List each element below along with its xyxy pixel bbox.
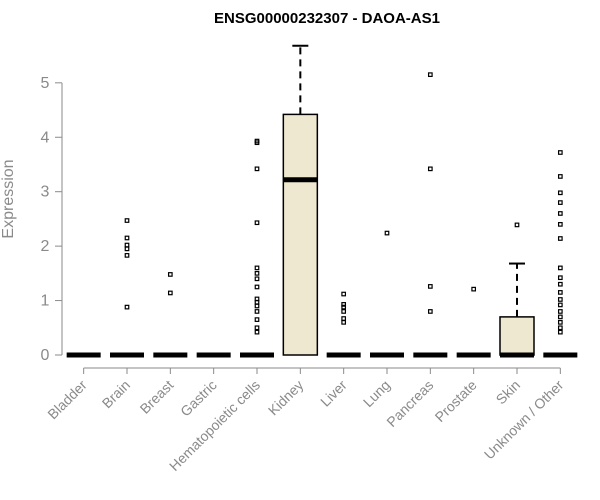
outlier-point bbox=[384, 230, 390, 236]
x-tick-label: Unknown / Other bbox=[481, 377, 567, 463]
x-tick-label: Kidney bbox=[265, 377, 307, 419]
y-axis: 0 1 2 3 4 5 bbox=[41, 75, 63, 364]
box-group bbox=[326, 291, 361, 358]
box-group bbox=[240, 138, 274, 358]
outlier-point bbox=[254, 303, 260, 309]
outlier-point bbox=[471, 286, 477, 292]
outlier-point bbox=[557, 236, 563, 241]
outlier-point bbox=[254, 220, 260, 226]
chart-title: ENSG00000232307 - DAOA-AS1 bbox=[214, 10, 440, 27]
outlier-point bbox=[557, 190, 563, 196]
outlier-point bbox=[254, 309, 260, 314]
box bbox=[499, 316, 535, 356]
outlier-point bbox=[557, 222, 563, 227]
y-tick-label: 0 bbox=[41, 347, 50, 364]
x-tick-label: Skin bbox=[493, 377, 524, 408]
y-axis-label: Expression bbox=[0, 159, 17, 238]
outlier-point bbox=[254, 317, 260, 322]
outlier-point bbox=[341, 316, 347, 321]
outlier-point bbox=[124, 218, 130, 223]
x-tick-label: Lung bbox=[360, 377, 393, 410]
x-tick-label: Brain bbox=[99, 377, 133, 411]
outlier-point bbox=[124, 253, 130, 258]
y-tick-label: 5 bbox=[41, 75, 50, 92]
outlier-point bbox=[341, 319, 347, 325]
outlier-point bbox=[427, 166, 433, 172]
x-tick-label: Bladder bbox=[44, 377, 90, 423]
y-tick-label: 3 bbox=[41, 184, 50, 201]
box-group bbox=[282, 44, 319, 356]
x-tick-label: Pancreas bbox=[383, 377, 436, 430]
outlier-point bbox=[341, 309, 347, 314]
outlier-point bbox=[254, 265, 260, 271]
outlier-point bbox=[557, 302, 563, 308]
outlier-point bbox=[254, 284, 260, 290]
outlier-point bbox=[167, 290, 173, 296]
outlier-point bbox=[124, 235, 130, 241]
outlier-point bbox=[557, 325, 563, 331]
outlier-point bbox=[557, 200, 563, 205]
x-tick-label: Breast bbox=[137, 377, 177, 417]
y-tick-label: 4 bbox=[41, 129, 50, 146]
outlier-point bbox=[557, 319, 563, 325]
boxes bbox=[66, 44, 578, 358]
outlier-point bbox=[254, 329, 260, 335]
outlier-point bbox=[557, 297, 563, 302]
outlier-point bbox=[427, 284, 433, 289]
outlier-point bbox=[254, 270, 260, 276]
outlier-point bbox=[557, 275, 563, 281]
x-tick-label: Gastric bbox=[177, 377, 220, 420]
outlier-point bbox=[557, 265, 563, 271]
outlier-point bbox=[124, 242, 130, 248]
outlier-point bbox=[427, 72, 433, 78]
outlier-point bbox=[167, 272, 173, 277]
y-tick-label: 2 bbox=[41, 238, 50, 255]
outlier-point bbox=[124, 304, 130, 310]
outlier-point bbox=[254, 276, 260, 282]
outlier-point bbox=[427, 309, 433, 314]
outlier-point bbox=[341, 302, 347, 307]
outlier-point bbox=[254, 296, 260, 302]
outlier-point bbox=[557, 314, 563, 320]
outlier-point bbox=[557, 174, 563, 179]
box-group bbox=[456, 286, 491, 358]
y-tick-label: 1 bbox=[41, 293, 50, 310]
outlier-point bbox=[514, 222, 520, 228]
x-tick-label: Prostate bbox=[432, 377, 480, 425]
outlier-point bbox=[254, 138, 260, 144]
box-group bbox=[110, 218, 144, 358]
outlier-point bbox=[557, 281, 563, 287]
x-tick-label: Liver bbox=[317, 377, 350, 410]
outlier-point bbox=[557, 309, 563, 314]
outlier-point bbox=[341, 291, 347, 297]
box-group bbox=[153, 272, 188, 358]
outlier-point bbox=[254, 325, 260, 331]
box-group bbox=[370, 230, 404, 358]
outlier-point bbox=[557, 150, 563, 155]
outlier-point bbox=[557, 211, 563, 216]
outlier-point bbox=[124, 246, 130, 252]
outlier-point bbox=[341, 304, 347, 310]
box-group bbox=[499, 222, 535, 358]
box bbox=[282, 113, 319, 356]
box-group bbox=[413, 72, 448, 358]
outlier-point bbox=[557, 290, 563, 295]
outlier-point bbox=[557, 329, 563, 335]
box-group bbox=[543, 150, 578, 358]
outlier-point bbox=[254, 166, 260, 172]
